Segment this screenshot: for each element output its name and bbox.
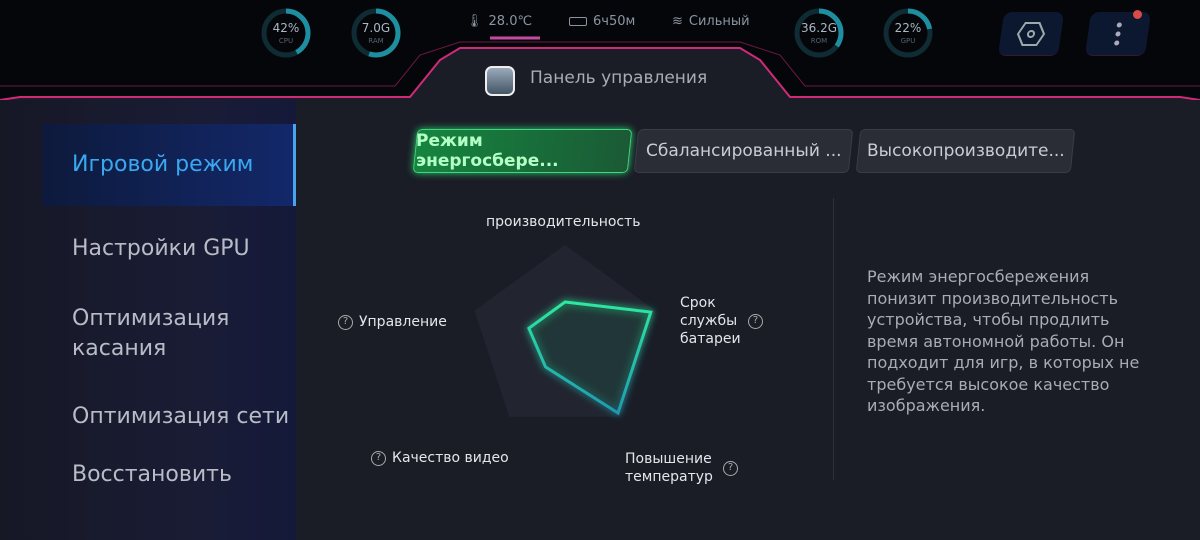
gauge-label: CPU	[278, 37, 294, 45]
help-icon[interactable]: ?	[723, 460, 738, 476]
axis-label-control: ? Управление	[338, 313, 447, 331]
help-icon[interactable]: ?	[371, 450, 386, 466]
gauge-value: 36.2G	[800, 21, 838, 35]
axis-label-performance: производительность	[486, 214, 641, 230]
notification-dot	[1133, 10, 1142, 19]
divider	[833, 198, 834, 480]
temperature-stat: 🌡 28.0℃	[466, 14, 532, 29]
gauge-label: RAM	[368, 37, 384, 45]
sidebar-active-highlight	[42, 124, 296, 206]
app-icon	[485, 66, 515, 96]
top-bar: 42% CPU 7.0G RAM 36.2G ROM 22% GPU 🌡 28.0℃ 6ч…	[0, 0, 1200, 100]
sidebar: Игровой режим Настройки GPU Оптимизация …	[0, 100, 296, 540]
gauge-value: 7.0G	[361, 21, 391, 35]
sidebar-item-restore[interactable]: Восстановить	[72, 462, 232, 487]
gauge-label: ROM	[810, 37, 828, 45]
radar-data-polygon	[527, 300, 653, 416]
mode-description: Режим энергосбережения понизит производи…	[867, 267, 1140, 415]
help-icon[interactable]: ?	[748, 313, 763, 329]
gpu-gauge[interactable]: 22% GPU	[881, 6, 935, 60]
sidebar-item-touch-optimization[interactable]: Оптимизация касания	[72, 306, 230, 361]
cpu-gauge[interactable]: 42% CPU	[259, 6, 313, 60]
signal-stat: ≋ Сильный	[672, 14, 750, 29]
panel-title: Панель управления	[530, 68, 708, 88]
settings-button[interactable]	[997, 12, 1065, 56]
battery-value: 6ч50м	[593, 14, 636, 29]
gauge-label: GPU	[900, 37, 916, 45]
battery-icon	[569, 17, 587, 26]
temperature-value: 28.0℃	[488, 14, 533, 29]
ram-gauge[interactable]: 7.0G RAM	[349, 6, 403, 60]
header-frame	[0, 36, 1200, 100]
axis-label-battery: Срок службы батареи?	[680, 294, 763, 348]
help-icon[interactable]: ?	[338, 314, 353, 330]
sidebar-item-network-optimization[interactable]: Оптимизация сети	[72, 404, 290, 429]
gauge-value: 22%	[894, 21, 922, 35]
settings-hex-icon	[1016, 21, 1046, 46]
more-vertical-icon	[1114, 22, 1122, 45]
wifi-icon: ≋	[672, 14, 683, 29]
sidebar-item-game-mode[interactable]: Игровой режим	[72, 152, 254, 177]
signal-value: Сильный	[688, 14, 750, 29]
thermometer-icon: 🌡	[466, 14, 483, 29]
rom-gauge[interactable]: 36.2G ROM	[792, 6, 846, 60]
axis-label-temperature: Повышение температур?	[625, 450, 738, 486]
axis-label-video-quality: ? Качество видео	[371, 449, 509, 467]
battery-stat: 6ч50м	[569, 14, 635, 29]
sidebar-item-gpu-settings[interactable]: Настройки GPU	[72, 236, 250, 261]
more-button[interactable]	[1084, 12, 1152, 56]
gauge-value: 42%	[272, 21, 300, 35]
